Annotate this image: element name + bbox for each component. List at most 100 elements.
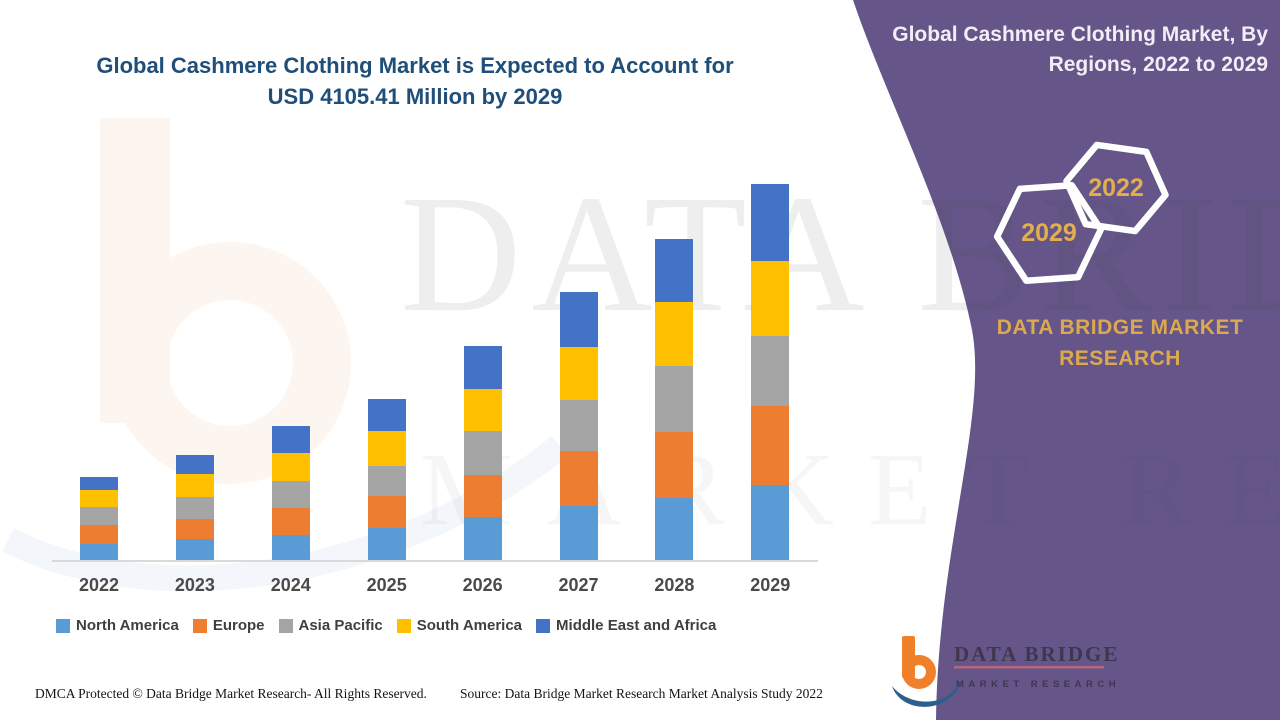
bar-segment-south-america-2029 [751,260,790,337]
legend-label-europe: Europe [212,617,265,634]
footer-dmca-text: DMCA Protected © Data Bridge Market Rese… [35,686,427,701]
legend-item-europe: Europe [192,617,265,634]
sidebar-brand-line2: RESEARCH [1059,347,1181,370]
bar-segment-south-america-2024 [271,452,310,481]
sidebar-title-line2: Regions, 2022 to 2029 [1048,53,1268,76]
legend-swatch-north-america [56,618,70,633]
bar-segment-asia-pacific-2029 [751,336,790,407]
x-axis-label-2024: 2024 [270,575,311,595]
bar-segment-middle-east-and-africa-2026 [463,346,502,390]
x-axis-labels: 2022 2023 2024 2025 2026 2027 2028 2029 [0,575,830,601]
bar-segment-north-america-2022 [80,544,118,561]
bar-segment-asia-pacific-2028 [655,366,694,432]
hexagon-2022-icon [1063,141,1169,235]
bar-segment-middle-east-and-africa-2028 [655,238,694,303]
bar-2027 [559,292,598,561]
bar-segment-middle-east-and-africa-2025 [367,399,406,431]
bar-segment-north-america-2027 [559,505,598,561]
bar-segment-middle-east-and-africa-2022 [80,476,118,491]
x-axis-label-2023: 2023 [174,575,215,595]
sidebar-title-line1: Global Cashmere Clothing Market, By [892,23,1268,46]
bar-2025 [367,399,406,561]
plot-area [80,184,790,561]
legend: North America Europe Asia Pacific South Ame… [56,617,716,634]
bar-segment-europe-2024 [271,507,310,535]
bar-2028 [655,238,694,561]
bar-segment-europe-2025 [367,495,406,528]
bar-segment-asia-pacific-2026 [463,430,502,475]
logo-swoosh [892,678,962,707]
legend-label-north-america: North America [76,617,179,634]
legend-label-asia-pacific: Asia Pacific [298,617,383,634]
bar-2022 [80,476,118,561]
sidebar-title: Global Cashmere Clothing Market, By Regi… [878,20,1268,80]
bar-segment-middle-east-and-africa-2029 [751,184,790,261]
logo-title: DATA BRIDGE [954,642,1119,666]
legend-swatch-asia-pacific [278,618,293,633]
chart-title-line2: USD 4105.41 Million by 2029 [267,84,563,109]
legend-swatch-south-america [396,618,411,633]
bar-segment-north-america-2029 [751,484,790,561]
bar-segment-asia-pacific-2025 [367,465,406,496]
bar-segment-asia-pacific-2027 [559,399,598,451]
bar-segment-europe-2029 [751,406,790,485]
bar-2026 [463,346,502,561]
footer-source-text: Source: Data Bridge Market Research Mark… [460,686,823,701]
hexagon-2029-icon [993,182,1105,284]
logo-underline [954,666,1104,669]
sidebar-brand-line1: DATA BRIDGE MARKET [996,316,1244,339]
bar-segment-south-america-2027 [559,346,598,400]
legend-item-asia-pacific: Asia Pacific [278,617,383,634]
x-axis-label-2028: 2028 [654,575,695,595]
sidebar-shape [853,0,1280,720]
data-bridge-logo: DATA BRIDGE MARKET RESEARCH [892,636,1120,707]
legend-item-north-america: North America [56,617,179,634]
bar-segment-south-america-2022 [80,490,118,508]
sidebar-brand-text: DATA BRIDGE MARKET RESEARCH [970,312,1270,374]
x-axis-label-2026: 2026 [462,575,503,595]
bar-segment-asia-pacific-2022 [80,507,118,526]
bar-segment-europe-2023 [175,518,214,539]
bar-segment-north-america-2024 [271,534,310,561]
x-axis-label-2029: 2029 [750,575,791,595]
x-axis-label-2025: 2025 [366,575,407,595]
bar-2024 [271,426,310,561]
bar-segment-asia-pacific-2024 [271,480,310,508]
legend-item-middle-east-and-africa: Middle East and Africa [536,617,716,634]
legend-swatch-europe [192,618,207,633]
bar-2023 [175,454,214,561]
bar-segment-south-america-2025 [367,430,406,466]
legend-label-south-america: South America [416,617,523,634]
bar-segment-europe-2027 [559,450,598,506]
x-axis-line [52,560,818,562]
bar-segment-south-america-2023 [175,473,214,497]
legend-swatch-middle-east-and-africa [536,618,551,633]
bar-segment-south-america-2026 [463,389,502,431]
bar-segment-middle-east-and-africa-2023 [175,454,214,474]
bar-segment-europe-2028 [655,431,694,498]
bar-segment-asia-pacific-2023 [175,496,214,519]
x-axis-label-2027: 2027 [558,575,599,595]
chart-title-line1: Global Cashmere Clothing Market is Expec… [96,53,734,78]
bar-segment-north-america-2025 [367,527,406,561]
legend-label-middle-east-and-africa: Middle East and Africa [556,617,717,634]
bar-segment-south-america-2028 [655,302,694,367]
bar-segment-middle-east-and-africa-2027 [559,292,598,347]
bar-segment-europe-2026 [463,474,502,517]
hexagon-label-2022: 2022 [1088,174,1144,202]
bar-segment-middle-east-and-africa-2024 [271,426,310,453]
chart-title: Global Cashmere Clothing Market is Expec… [0,50,830,112]
logo-subtitle: MARKET RESEARCH [956,679,1120,690]
bar-segment-europe-2022 [80,525,118,544]
x-axis-label-2022: 2022 [78,575,120,595]
bar-segment-north-america-2028 [655,497,694,561]
hexagon-label-2029: 2029 [1021,219,1077,247]
logo-b-bowl [902,655,936,689]
bar-segment-north-america-2026 [463,516,502,561]
bar-segment-north-america-2023 [175,539,214,561]
legend-item-south-america: South America [396,617,523,634]
bar-2029 [751,184,790,561]
